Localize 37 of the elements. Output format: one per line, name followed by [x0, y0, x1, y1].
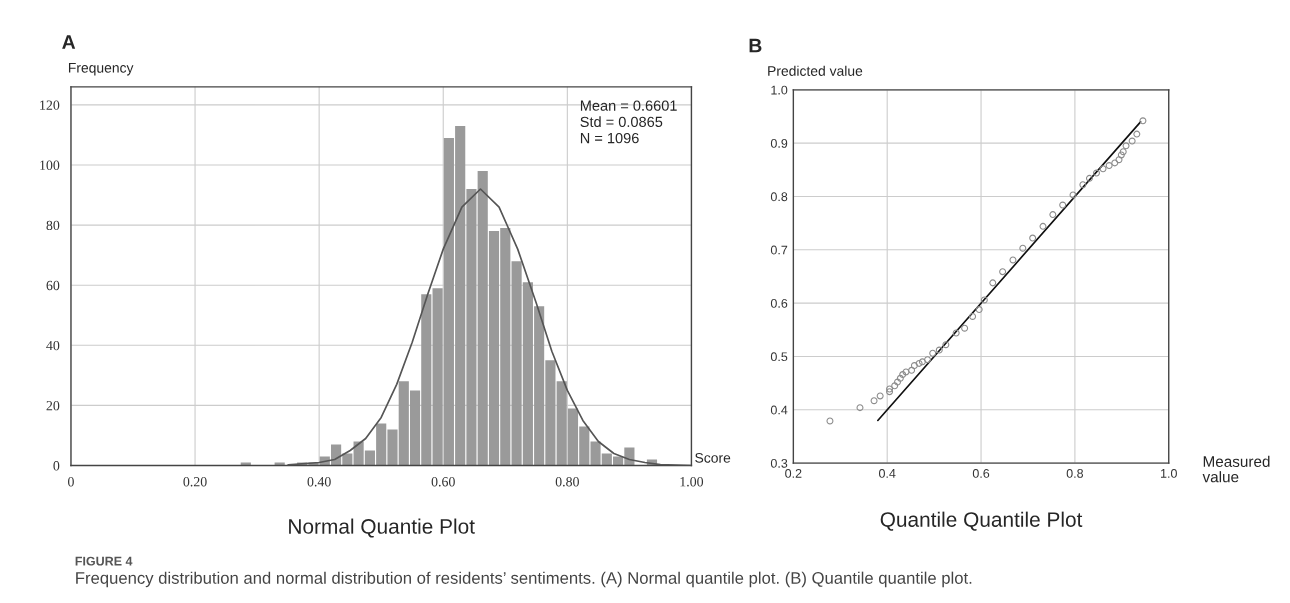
y-tick-label: 60 — [46, 280, 60, 291]
y-tick-label: 0.9 — [770, 138, 788, 148]
x-tick-label: 0.40 — [307, 477, 331, 487]
y-tick-label: 0.8 — [770, 192, 788, 202]
annotation: Mean = 0.6601 Std = 0.0865 N = 1096 — [580, 100, 677, 144]
y-tick-label: 120 — [40, 100, 60, 110]
x-tick-label: 1.0 — [1161, 468, 1177, 478]
x-tick-label: 0.4 — [879, 468, 896, 478]
text: Normal Quantie Plot — [289, 518, 475, 538]
x-axis-title: Measured value — [1202, 455, 1270, 483]
y-tick-label: 1.0 — [771, 85, 788, 95]
y-axis-title: Predicted value — [768, 65, 863, 76]
x-tick-label: 0.20 — [183, 477, 207, 487]
x-tick-label: 0.60 — [431, 477, 455, 487]
y-tick-label: 80 — [46, 220, 60, 231]
y-tick-label: 20 — [46, 400, 60, 411]
caption: FIGURE 4 — [75, 556, 133, 566]
y-axis-title: Frequency — [68, 63, 134, 76]
y-tick-label: 100 — [40, 160, 60, 170]
y-tick-label: 0.3 — [770, 458, 788, 468]
x-tick-label: 1.00 — [680, 477, 704, 487]
text: A — [62, 35, 76, 49]
x-axis-title: Score — [695, 452, 731, 463]
y-tick-label: 0.7 — [770, 245, 788, 255]
text: Quantile Quantile Plot — [880, 511, 1083, 531]
y-tick-label: 0.5 — [770, 352, 788, 362]
x-tick-label: 0 — [68, 477, 74, 487]
y-tick-label: 0.4 — [770, 405, 788, 415]
x-tick-label: 0.2 — [785, 468, 802, 478]
y-tick-label: 0 — [53, 461, 60, 471]
y-tick-label: 40 — [46, 340, 60, 351]
x-tick-label: 0.6 — [972, 468, 990, 478]
x-tick-label: 0.80 — [555, 477, 579, 487]
x-tick-label: 0.8 — [1066, 468, 1084, 478]
text: Frequency distribution and normal distribution of residents’ sentiments. (A) Normal quantile plot. (B) Quantile quantile plot. — [76, 571, 972, 588]
y-tick-label: 0.6 — [770, 298, 788, 308]
text: B — [749, 38, 762, 53]
